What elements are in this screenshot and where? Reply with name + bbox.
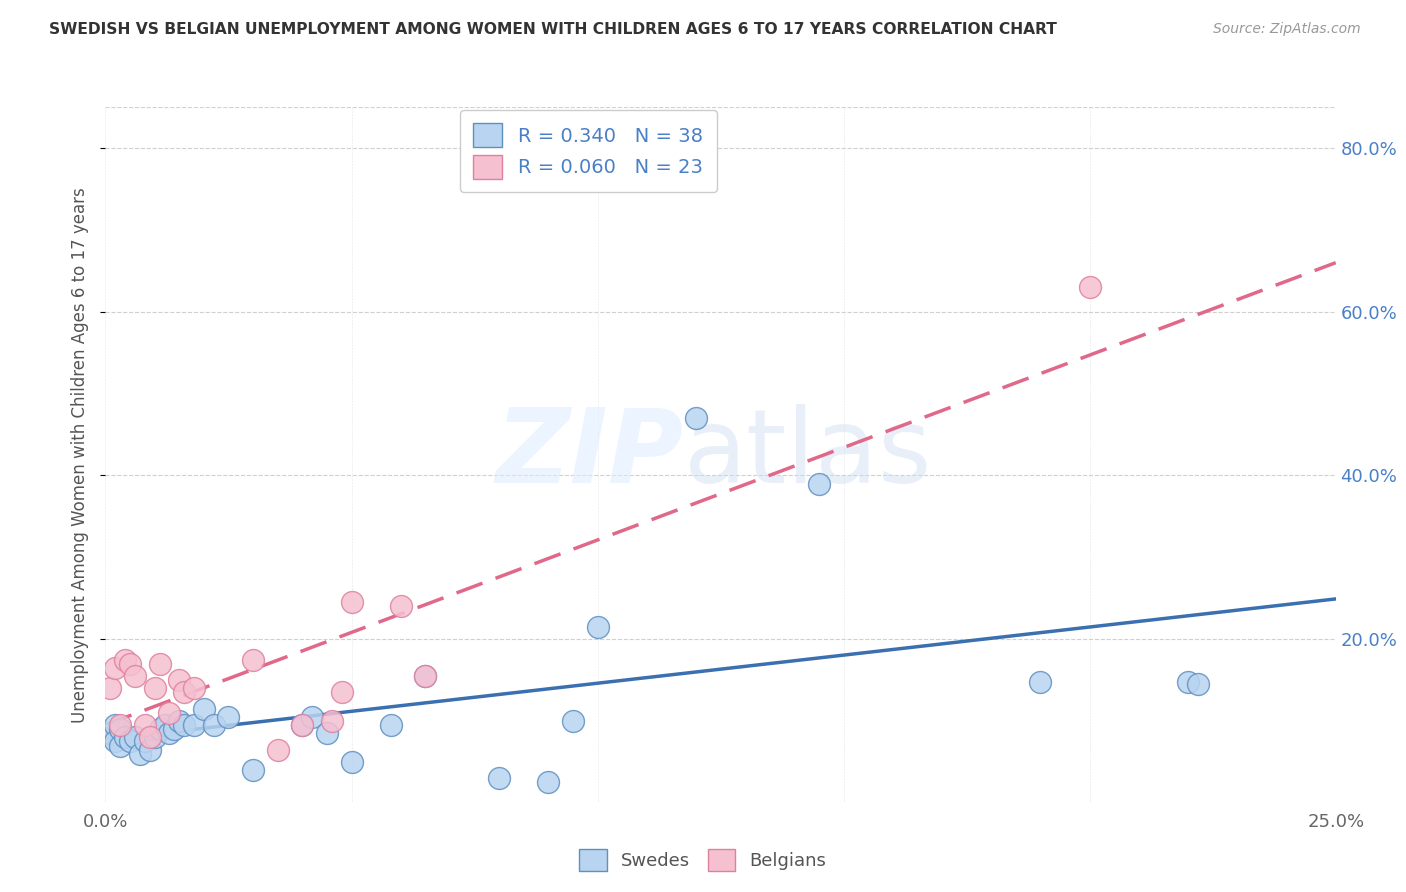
Point xyxy=(183,718,205,732)
Text: ZIP: ZIP xyxy=(496,404,683,506)
Point xyxy=(173,718,195,732)
Text: Source: ZipAtlas.com: Source: ZipAtlas.com xyxy=(1213,22,1361,37)
Point xyxy=(124,731,146,745)
Point xyxy=(114,731,136,745)
Point xyxy=(242,652,264,666)
Point xyxy=(159,726,180,740)
Point xyxy=(120,734,141,748)
Point xyxy=(110,722,132,736)
Point xyxy=(218,710,240,724)
Y-axis label: Unemployment Among Women with Children Ages 6 to 17 years: Unemployment Among Women with Children A… xyxy=(72,187,90,723)
Point xyxy=(120,657,141,671)
Point xyxy=(138,731,162,745)
Point xyxy=(183,681,205,696)
Point xyxy=(169,714,191,728)
Point xyxy=(134,718,156,732)
Point xyxy=(169,673,191,687)
Point xyxy=(1187,677,1209,691)
Point xyxy=(291,718,314,732)
Point xyxy=(202,718,225,732)
Point xyxy=(685,411,707,425)
Point xyxy=(143,731,166,745)
Point xyxy=(98,681,122,696)
Point xyxy=(415,669,437,683)
Point xyxy=(114,652,136,666)
Point xyxy=(159,706,180,720)
Text: SWEDISH VS BELGIAN UNEMPLOYMENT AMONG WOMEN WITH CHILDREN AGES 6 TO 17 YEARS COR: SWEDISH VS BELGIAN UNEMPLOYMENT AMONG WO… xyxy=(49,22,1057,37)
Point xyxy=(163,722,186,736)
Point xyxy=(537,775,560,789)
Point xyxy=(193,701,215,715)
Point xyxy=(330,685,353,699)
Point xyxy=(415,669,437,683)
Point xyxy=(143,681,166,696)
Point xyxy=(134,734,156,748)
Point xyxy=(1029,674,1052,689)
Point xyxy=(153,718,176,732)
Point xyxy=(149,657,172,671)
Point xyxy=(149,722,172,736)
Point xyxy=(173,685,195,699)
Point xyxy=(129,747,152,761)
Point xyxy=(321,714,343,728)
Point xyxy=(340,595,363,609)
Point xyxy=(586,620,609,634)
Point xyxy=(291,718,314,732)
Point xyxy=(104,734,127,748)
Point xyxy=(110,718,132,732)
Point xyxy=(488,771,510,785)
Legend: R = 0.340   N = 38, R = 0.060   N = 23: R = 0.340 N = 38, R = 0.060 N = 23 xyxy=(460,110,717,193)
Point xyxy=(267,742,290,756)
Text: atlas: atlas xyxy=(683,404,932,506)
Point xyxy=(138,742,162,756)
Point xyxy=(98,726,122,740)
Point xyxy=(380,718,402,732)
Point xyxy=(340,755,363,769)
Point xyxy=(389,599,412,614)
Point xyxy=(1177,674,1199,689)
Point xyxy=(104,661,127,675)
Point xyxy=(807,476,830,491)
Point xyxy=(104,718,127,732)
Legend: Swedes, Belgians: Swedes, Belgians xyxy=(572,842,834,879)
Point xyxy=(1078,280,1101,294)
Point xyxy=(562,714,585,728)
Point xyxy=(242,763,264,777)
Point xyxy=(110,739,132,753)
Point xyxy=(301,710,323,724)
Point xyxy=(315,726,337,740)
Point xyxy=(124,669,146,683)
